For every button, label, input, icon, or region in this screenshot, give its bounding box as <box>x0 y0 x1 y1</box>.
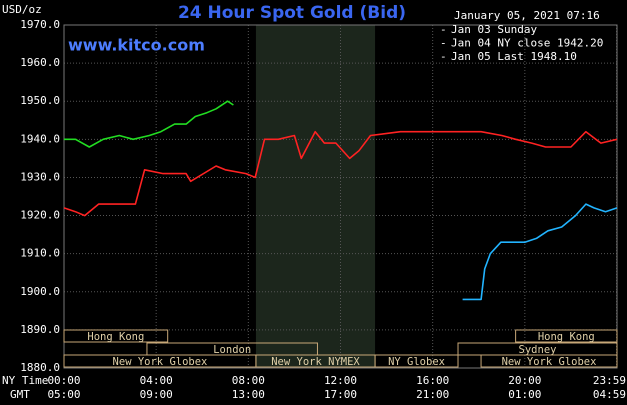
session-label: New York Globex <box>113 356 208 368</box>
x-tick-label: 08:00 <box>232 374 265 387</box>
legend-marker: - <box>440 37 447 50</box>
series-line <box>63 130 618 217</box>
x-tick-label: 09:00 <box>140 388 173 401</box>
y-tick-label: 1920.0 <box>20 209 60 222</box>
x-tick-label: 16:00 <box>416 374 449 387</box>
series-line <box>462 203 618 301</box>
series-line <box>64 100 234 148</box>
x-tick-label: 04:00 <box>140 374 173 387</box>
session-shade <box>255 25 376 368</box>
x-row-label: NY Time <box>2 374 48 387</box>
y-unit: USD/oz <box>2 3 42 16</box>
session-box <box>515 329 618 343</box>
y-tick-label: 1890.0 <box>20 323 60 336</box>
session-label: Sydney <box>519 344 557 356</box>
x-row-label: GMT <box>10 388 30 401</box>
y-tick-label: 1900.0 <box>20 285 60 298</box>
session-label: New York NYMEX <box>271 356 360 368</box>
session-label: London <box>213 344 251 356</box>
x-tick-label: 20:00 <box>508 374 541 387</box>
x-tick-label: 12:00 <box>324 374 357 387</box>
plot-frame <box>63 24 618 369</box>
legend-label: Jan 04 NY close 1942.20 <box>451 37 603 50</box>
line-layer <box>63 100 618 301</box>
x-tick-label: 05:00 <box>47 388 80 401</box>
x-tick-label: 21:00 <box>416 388 449 401</box>
watermark: www.kitco.com <box>68 36 205 55</box>
legend-label: Jan 05 Last 1948.10 <box>451 50 577 63</box>
shade-layer <box>255 25 376 368</box>
x-tick-label: 23:59 <box>593 374 626 387</box>
y-tick-label: 1940.0 <box>20 132 60 145</box>
y-tick-label: 1950.0 <box>20 94 60 107</box>
x-tick-label: 04:59 <box>593 388 626 401</box>
x-tick-label: 13:00 <box>232 388 265 401</box>
y-tick-label: 1880.0 <box>20 361 60 374</box>
y-tick-label: 1960.0 <box>20 56 60 69</box>
timestamp: January 05, 2021 07:16 <box>454 9 600 22</box>
session-layer: Hong Kong London New York Globex New York N… <box>63 329 618 368</box>
session-box <box>63 329 169 343</box>
session-label: NY Globex <box>388 356 445 368</box>
session-label: Hong Kong <box>87 331 144 343</box>
x-tick-label: 00:00 <box>47 374 80 387</box>
chart-title: 24 Hour Spot Gold (Bid) <box>178 3 406 23</box>
legend-label: Jan 03 Sunday <box>451 23 537 36</box>
legend-marker: - <box>440 50 447 63</box>
session-box <box>374 354 459 368</box>
session-label: Hong Kong <box>538 331 595 343</box>
grid-layer <box>63 24 618 369</box>
y-tick-label: 1970.0 <box>20 18 60 31</box>
session-label: New York Globex <box>502 356 597 368</box>
x-tick-label: 01:00 <box>508 388 541 401</box>
x-tick-label: 17:00 <box>324 388 357 401</box>
y-tick-label: 1930.0 <box>20 170 60 183</box>
legend-marker: - <box>440 23 447 36</box>
session-box <box>480 354 618 368</box>
y-tick-label: 1910.0 <box>20 247 60 260</box>
